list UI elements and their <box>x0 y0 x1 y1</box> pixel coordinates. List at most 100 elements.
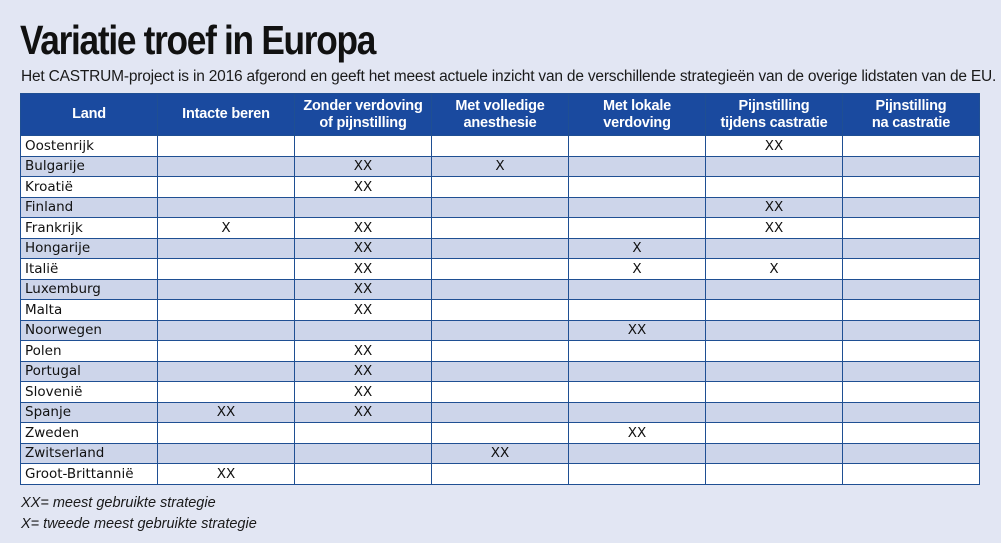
strategy-cell-pijnstilling-tijdens: X <box>705 258 843 280</box>
strategy-cell-zonder-verdoving: XX <box>294 278 432 300</box>
strategy-cell-lokale-verdoving <box>568 401 706 423</box>
strategy-cell-pijnstilling-na <box>842 401 980 423</box>
column-header-line: of pijnstilling <box>319 114 407 131</box>
strategy-cell-pijnstilling-tijdens <box>705 360 843 382</box>
strategy-cell-volledige-anesthesie <box>431 340 569 362</box>
strategy-cell-pijnstilling-tijdens <box>705 422 843 444</box>
strategy-cell-zonder-verdoving: XX <box>294 340 432 362</box>
country-cell: Malta <box>20 299 158 321</box>
column-header-line: Met lokale <box>602 97 672 114</box>
strategy-cell-volledige-anesthesie: X <box>431 155 569 177</box>
table-row: Malta XX <box>20 299 980 321</box>
table-row: Groot-Brittannië XX <box>20 463 980 485</box>
column-header-lokale-verdoving: Met lokale verdoving <box>568 93 706 136</box>
strategy-cell-volledige-anesthesie <box>431 196 569 218</box>
table-row: Frankrijk X XX XX <box>20 217 980 239</box>
strategy-cell-pijnstilling-na <box>842 237 980 259</box>
strategy-cell-volledige-anesthesie <box>431 176 569 198</box>
strategy-cell-volledige-anesthesie <box>431 360 569 382</box>
strategy-cell-lokale-verdoving: X <box>568 258 706 280</box>
strategy-cell-intacte-beren <box>157 135 295 157</box>
strategy-cell-lokale-verdoving <box>568 135 706 157</box>
country-cell: Finland <box>20 196 158 218</box>
strategy-cell-lokale-verdoving: XX <box>568 422 706 444</box>
table-row: Bulgarije XX X <box>20 155 980 177</box>
strategy-cell-intacte-beren <box>157 299 295 321</box>
strategy-table: Land Intacte beren Zonder verdoving of pijn… <box>20 93 980 485</box>
strategy-cell-intacte-beren <box>157 340 295 362</box>
table-row: Slovenië XX <box>20 381 980 403</box>
table-body: Oostenrijk XX Bulgarije XX X Kroatië XX Finland… <box>20 135 980 485</box>
strategy-cell-pijnstilling-tijdens <box>705 401 843 423</box>
table-row: Spanje XX XX <box>20 401 980 423</box>
strategy-cell-volledige-anesthesie <box>431 258 569 280</box>
strategy-cell-pijnstilling-na <box>842 463 980 485</box>
country-cell: Slovenië <box>20 381 158 403</box>
column-header-zonder-verdoving: Zonder verdoving of pijnstilling <box>294 93 432 136</box>
strategy-cell-zonder-verdoving <box>294 463 432 485</box>
country-cell: Polen <box>20 340 158 362</box>
table-row: Polen XX <box>20 340 980 362</box>
country-cell: Oostenrijk <box>20 135 158 157</box>
strategy-cell-pijnstilling-na <box>842 155 980 177</box>
header-row: Land Intacte beren Zonder verdoving of pijn… <box>20 93 980 136</box>
country-cell: Hongarije <box>20 237 158 259</box>
strategy-cell-lokale-verdoving <box>568 278 706 300</box>
strategy-cell-lokale-verdoving <box>568 340 706 362</box>
strategy-cell-zonder-verdoving: XX <box>294 401 432 423</box>
strategy-cell-intacte-beren <box>157 422 295 444</box>
strategy-cell-pijnstilling-na <box>842 217 980 239</box>
strategy-cell-pijnstilling-na <box>842 319 980 341</box>
strategy-cell-volledige-anesthesie <box>431 135 569 157</box>
strategy-cell-lokale-verdoving <box>568 196 706 218</box>
strategy-cell-pijnstilling-tijdens: XX <box>705 135 843 157</box>
strategy-cell-intacte-beren <box>157 442 295 464</box>
column-header-line: anesthesie <box>463 114 537 131</box>
strategy-cell-pijnstilling-na <box>842 442 980 464</box>
strategy-cell-intacte-beren: X <box>157 217 295 239</box>
strategy-cell-volledige-anesthesie <box>431 217 569 239</box>
page-title: Variatie troef in Europa <box>20 17 376 63</box>
strategy-cell-intacte-beren: XX <box>157 463 295 485</box>
strategy-cell-pijnstilling-na <box>842 176 980 198</box>
strategy-cell-lokale-verdoving: XX <box>568 319 706 341</box>
strategy-cell-volledige-anesthesie <box>431 381 569 403</box>
strategy-cell-intacte-beren <box>157 319 295 341</box>
column-header-line: Land <box>72 106 106 122</box>
strategy-cell-volledige-anesthesie <box>431 237 569 259</box>
strategy-cell-zonder-verdoving <box>294 442 432 464</box>
strategy-cell-pijnstilling-na <box>842 196 980 218</box>
strategy-cell-volledige-anesthesie <box>431 278 569 300</box>
strategy-cell-zonder-verdoving: XX <box>294 381 432 403</box>
country-cell: Frankrijk <box>20 217 158 239</box>
strategy-cell-pijnstilling-tijdens <box>705 340 843 362</box>
strategy-cell-volledige-anesthesie <box>431 401 569 423</box>
strategy-cell-intacte-beren <box>157 196 295 218</box>
strategy-cell-lokale-verdoving <box>568 299 706 321</box>
strategy-cell-pijnstilling-tijdens <box>705 299 843 321</box>
strategy-cell-zonder-verdoving: XX <box>294 237 432 259</box>
strategy-cell-pijnstilling-tijdens: XX <box>705 196 843 218</box>
strategy-cell-pijnstilling-tijdens: XX <box>705 217 843 239</box>
strategy-cell-intacte-beren <box>157 176 295 198</box>
column-header-volledige-anesthesie: Met volledige anesthesie <box>431 93 569 136</box>
column-header-pijnstilling-na: Pijnstilling na castratie <box>842 93 980 136</box>
table-row: Noorwegen XX <box>20 319 980 341</box>
strategy-cell-zonder-verdoving: XX <box>294 155 432 177</box>
column-header-line: Zonder verdoving <box>303 97 423 114</box>
country-cell: Luxemburg <box>20 278 158 300</box>
strategy-cell-volledige-anesthesie <box>431 319 569 341</box>
strategy-cell-lokale-verdoving <box>568 176 706 198</box>
strategy-cell-intacte-beren <box>157 155 295 177</box>
table-row: Kroatië XX <box>20 176 980 198</box>
page-subtitle: Het CASTRUM-project is in 2016 afgerond … <box>21 68 997 85</box>
column-header-land: Land <box>20 93 158 136</box>
country-cell: Groot-Brittannië <box>20 463 158 485</box>
table-row: Finland XX <box>20 196 980 218</box>
strategy-cell-intacte-beren <box>157 258 295 280</box>
strategy-cell-pijnstilling-tijdens <box>705 463 843 485</box>
strategy-cell-lokale-verdoving <box>568 217 706 239</box>
strategy-cell-pijnstilling-na <box>842 381 980 403</box>
strategy-cell-intacte-beren: XX <box>157 401 295 423</box>
strategy-cell-lokale-verdoving <box>568 155 706 177</box>
